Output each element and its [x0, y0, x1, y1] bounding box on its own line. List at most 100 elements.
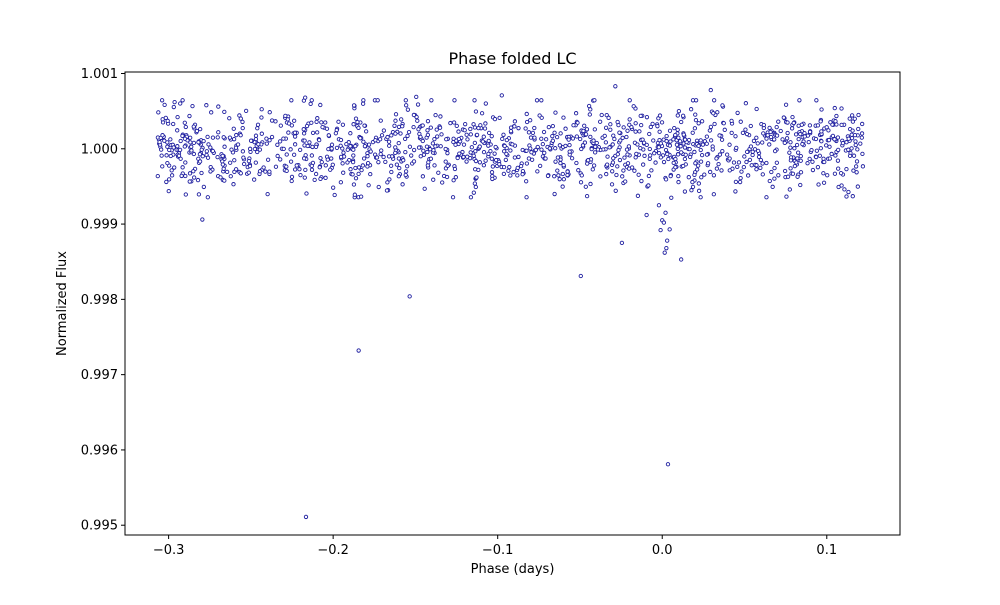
data-point	[438, 114, 443, 119]
data-point	[784, 136, 790, 141]
data-point	[731, 160, 737, 165]
data-point	[473, 158, 479, 164]
data-point	[528, 146, 533, 151]
data-point	[681, 163, 686, 169]
data-point	[379, 133, 385, 138]
data-point	[832, 105, 837, 111]
data-point	[297, 167, 302, 172]
data-point	[676, 109, 682, 114]
data-point	[420, 138, 425, 144]
data-point	[443, 146, 448, 152]
data-point	[524, 119, 530, 125]
data-point	[644, 115, 650, 120]
data-point	[261, 165, 266, 170]
data-point	[292, 142, 298, 147]
data-point	[567, 149, 572, 154]
data-point	[222, 178, 227, 183]
data-point	[855, 184, 860, 189]
data-point	[552, 174, 557, 179]
data-point	[597, 119, 603, 124]
data-point	[340, 161, 345, 166]
data-point	[535, 144, 540, 150]
data-point	[253, 133, 259, 138]
data-point	[201, 138, 206, 144]
y-tick-label: 0.999	[81, 218, 118, 233]
data-point	[443, 159, 448, 164]
data-point	[529, 150, 534, 155]
data-point	[381, 154, 386, 160]
data-point	[376, 160, 381, 165]
data-point	[289, 178, 294, 184]
data-point	[331, 185, 336, 190]
data-point	[238, 171, 243, 176]
data-point	[798, 131, 803, 137]
data-point	[794, 160, 799, 165]
data-point	[856, 126, 861, 132]
data-point	[338, 137, 344, 143]
data-point	[853, 139, 858, 144]
data-point	[432, 136, 437, 142]
data-point	[318, 176, 323, 182]
data-point	[825, 173, 830, 178]
data-point	[180, 165, 185, 170]
data-point	[289, 98, 294, 103]
data-point	[265, 192, 270, 197]
y-tick-label: 0.995	[81, 519, 118, 534]
data-point	[676, 173, 681, 179]
data-point	[622, 155, 627, 160]
data-point	[358, 136, 363, 141]
data-point	[634, 151, 639, 157]
data-point	[608, 127, 613, 132]
data-point	[788, 166, 793, 171]
data-point	[221, 135, 226, 140]
data-point	[748, 144, 754, 149]
data-point	[550, 123, 555, 129]
data-point	[696, 181, 701, 186]
data-point	[729, 130, 734, 136]
data-point	[583, 132, 589, 137]
data-point	[317, 137, 322, 143]
data-point	[720, 103, 725, 108]
data-point	[644, 142, 649, 148]
data-point	[829, 151, 834, 157]
data-point	[676, 135, 681, 140]
data-point	[340, 122, 346, 127]
data-point	[205, 155, 211, 160]
data-point	[472, 125, 478, 130]
data-point	[465, 137, 470, 142]
data-point	[623, 179, 628, 184]
data-point	[561, 177, 566, 182]
data-point	[583, 184, 588, 189]
data-point	[619, 240, 625, 246]
data-point	[182, 120, 187, 125]
data-point	[627, 117, 632, 122]
data-point	[772, 176, 777, 181]
data-point	[488, 148, 493, 154]
data-point	[530, 130, 536, 136]
data-point	[656, 203, 662, 208]
data-point	[218, 175, 223, 180]
data-point	[755, 148, 761, 154]
x-tick-label: 0.1	[816, 543, 837, 558]
data-point	[224, 169, 230, 175]
data-point	[420, 123, 425, 128]
data-point	[750, 149, 755, 154]
data-point	[396, 140, 401, 146]
data-point	[586, 103, 592, 109]
data-point	[782, 168, 788, 174]
data-point	[641, 162, 646, 167]
data-point	[605, 162, 610, 167]
data-point	[456, 129, 461, 134]
data-point	[457, 151, 462, 156]
data-point	[315, 116, 320, 121]
data-point	[338, 180, 344, 185]
data-point	[356, 165, 362, 170]
data-point	[817, 153, 822, 158]
data-point	[255, 149, 260, 155]
data-point	[614, 172, 619, 178]
data-point	[616, 147, 621, 153]
data-point	[712, 98, 717, 103]
data-point	[308, 101, 313, 107]
data-point	[360, 163, 365, 168]
data-point	[318, 102, 323, 108]
